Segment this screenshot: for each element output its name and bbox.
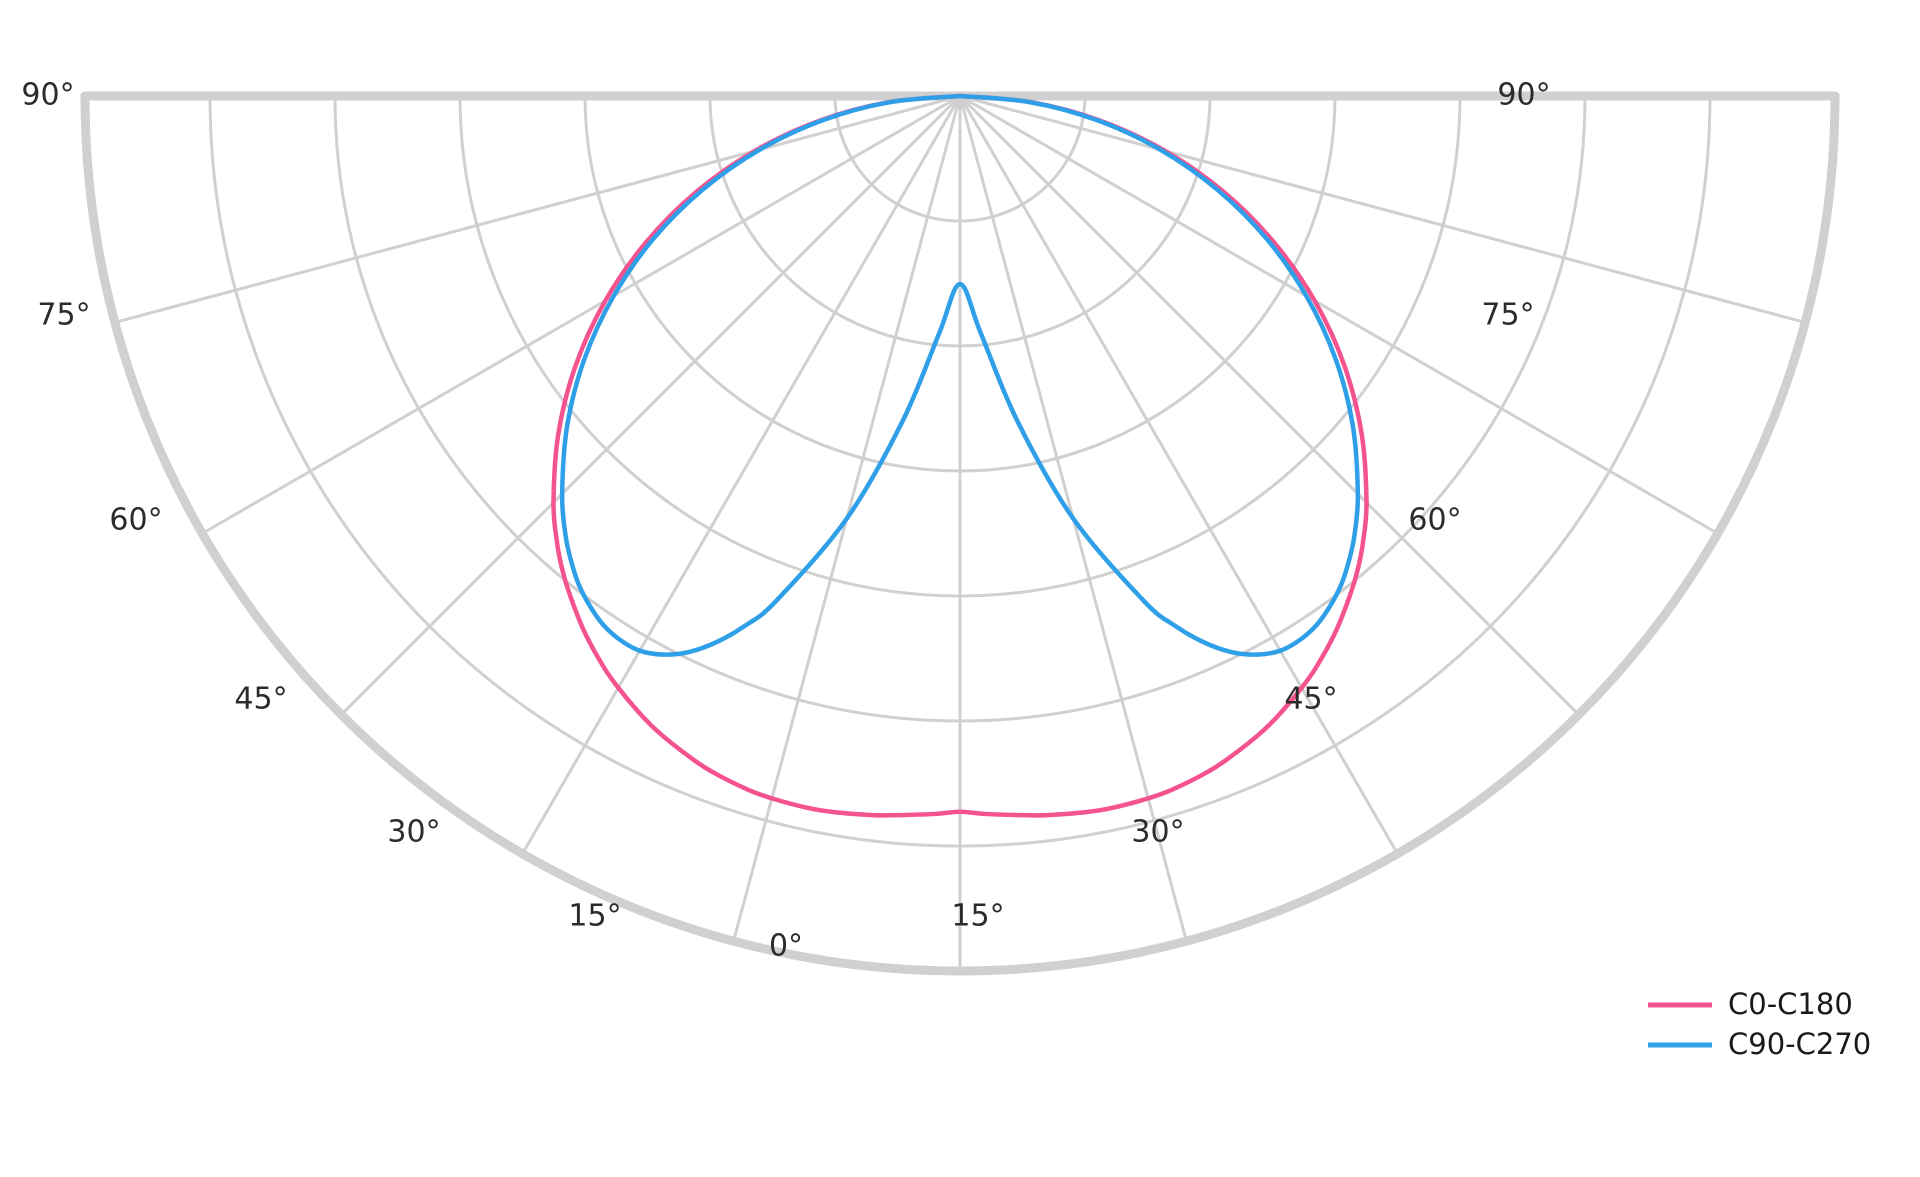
grid-spoke bbox=[521, 94, 962, 856]
angle-tick-label: 15° bbox=[951, 899, 1004, 934]
legend-label-c0-c180[interactable]: C0-C180 bbox=[1728, 987, 1853, 1021]
legend-label-c90-c270[interactable]: C90-C270 bbox=[1728, 1027, 1871, 1061]
angle-tick-label: 90° bbox=[1497, 78, 1550, 113]
grid-spoke bbox=[958, 94, 1581, 717]
chart-legend[interactable]: C0-C180 C90-C270 bbox=[1648, 987, 1871, 1061]
angle-tick-label: 60° bbox=[1408, 503, 1461, 538]
angle-tick-label: 30° bbox=[387, 815, 440, 850]
series-layer bbox=[551, 93, 1369, 818]
grid-spoke bbox=[339, 94, 962, 717]
angle-tick-label: 75° bbox=[37, 298, 90, 333]
grid-spoke bbox=[200, 94, 962, 535]
angle-tick-label: 0° bbox=[769, 929, 803, 964]
grid-spoke bbox=[113, 94, 962, 324]
series-curve-c0-c180 bbox=[551, 93, 1369, 818]
angle-tick-label: 90° bbox=[21, 78, 74, 113]
grid-spoke bbox=[958, 94, 1720, 535]
grid-spoke bbox=[958, 94, 1399, 856]
series-curve-c90-c270 bbox=[559, 93, 1361, 657]
angle-tick-label: 45° bbox=[1284, 682, 1337, 717]
angle-tick-label: 45° bbox=[234, 682, 287, 717]
grid-spoke bbox=[958, 94, 1807, 324]
angle-tick-label: 30° bbox=[1131, 815, 1184, 850]
angle-tick-label: 15° bbox=[568, 899, 621, 934]
angle-tick-label: 75° bbox=[1481, 298, 1534, 333]
polar-grid bbox=[80, 91, 1840, 976]
angle-axis-labels: 90° 75° 60° 45° 30° 15° 0° 15° 30° 45° 60° 75° 90° bbox=[21, 78, 1550, 964]
angle-tick-label: 60° bbox=[109, 503, 162, 538]
